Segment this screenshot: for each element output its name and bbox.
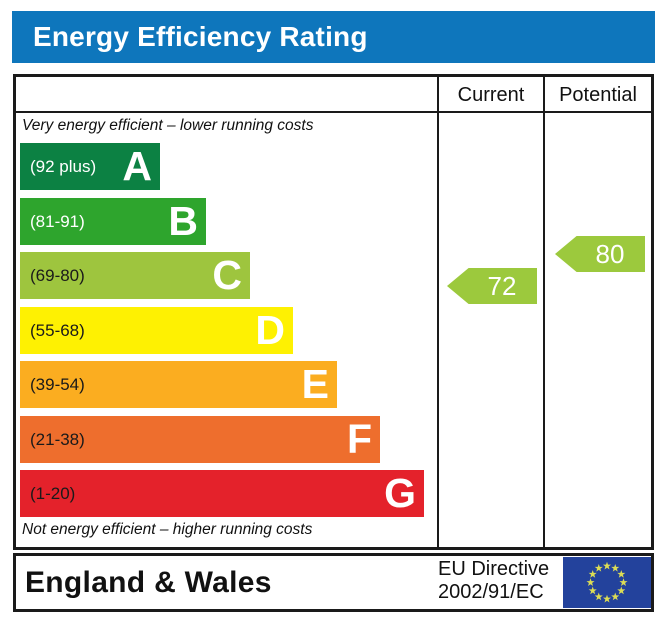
- page-title: Energy Efficiency Rating: [33, 21, 368, 52]
- band-range-label: (1-20): [30, 484, 76, 503]
- band-C: (69-80) C: [20, 252, 250, 299]
- band-letter: F: [346, 415, 372, 462]
- band-letter: C: [212, 252, 242, 298]
- column-header-potential: Potential: [559, 83, 637, 106]
- current-rating-value: 72: [487, 270, 517, 301]
- potential-rating-value: 80: [595, 238, 625, 269]
- title-bar: Energy Efficiency Rating: [12, 11, 655, 63]
- band-range-label: (21-38): [30, 429, 85, 449]
- band-G: (1-20) G: [20, 470, 424, 517]
- band-range-label: (55-68): [30, 320, 85, 340]
- band-letter: B: [168, 197, 198, 244]
- eu-flag-icon: [563, 557, 651, 608]
- column-divider-current: [437, 77, 439, 547]
- band-letter: E: [301, 361, 329, 407]
- column-header-current: Current: [457, 83, 525, 106]
- band-range-label: (92 plus): [30, 157, 97, 176]
- caption-not-efficient: Not energy efficient – higher running co…: [22, 521, 313, 538]
- band-range-label: (81-91): [30, 211, 85, 231]
- band-letter: G: [384, 470, 416, 516]
- column-divider-potential: [543, 77, 545, 547]
- caption-very-efficient: Very energy efficient – lower running co…: [22, 117, 314, 134]
- band-F: (21-38) F: [20, 415, 380, 463]
- header-divider: [16, 111, 651, 113]
- band-range-label: (39-54): [30, 375, 85, 394]
- band-letter: D: [255, 306, 285, 353]
- potential-rating-arrow: 80: [555, 236, 645, 272]
- footer: [13, 553, 654, 612]
- eu-directive-label: EU Directive 2002/91/EC: [438, 558, 549, 604]
- current-rating-arrow: 72: [447, 268, 537, 304]
- eu-directive-line1: EU Directive: [438, 558, 550, 580]
- eu-directive-line2: 2002/91/EC: [438, 581, 544, 603]
- band-D: (55-68) D: [20, 306, 293, 354]
- band-range-label: (69-80): [30, 266, 85, 285]
- band-B: (81-91) B: [20, 197, 206, 245]
- band-A: (92 plus) A: [20, 143, 160, 190]
- band-letter: A: [122, 143, 152, 189]
- region-label: England & Wales: [25, 565, 272, 599]
- band-E: (39-54) E: [20, 361, 337, 408]
